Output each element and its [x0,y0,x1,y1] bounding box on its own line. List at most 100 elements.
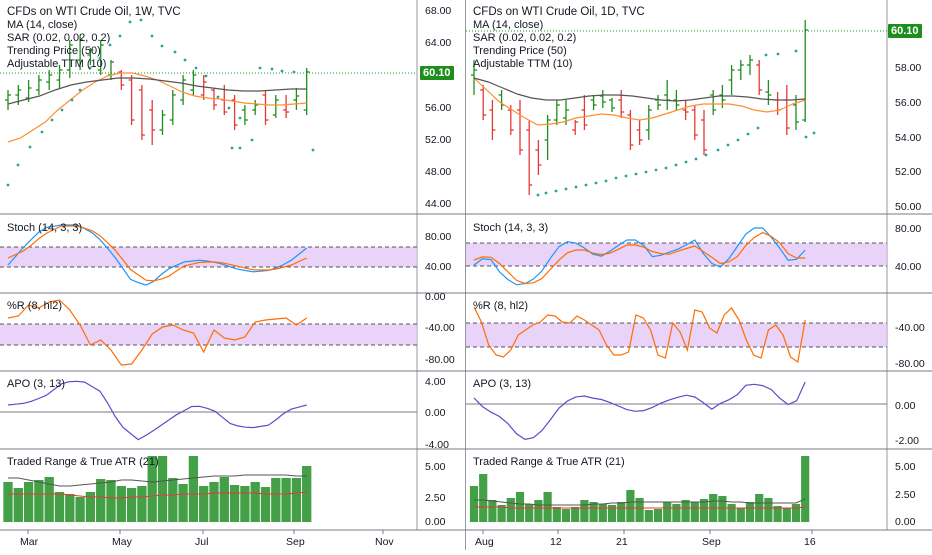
left-time-tick: Jul [195,536,208,548]
left-price-tick: 48.00 [425,166,451,178]
right-range-bar [653,509,663,522]
daily-legend-ma[interactable]: MA (14, close) [473,19,544,31]
weekly-atr-label[interactable]: Traded Range & True ATR (21) [7,456,159,468]
right-sar-dot [624,174,628,178]
right-range-bar [534,500,543,522]
daily-chart-canvas[interactable]: 58.00 56.00 54.00 52.00 50.00 80.00 40.00 -40.0… [466,0,932,550]
left-sar-dot [204,74,208,78]
right-sar-dot [736,138,740,142]
weekly-apo-label[interactable]: APO (3, 13) [7,378,66,390]
right-range-bar [745,502,755,522]
daily-legend-ttm[interactable]: Adjustable TTM (10) [473,58,573,70]
left-range-bar [13,488,23,522]
right-atr-avg-line [474,506,806,509]
left-sar-dot [183,58,187,62]
left-sar-dot [28,145,32,149]
left-sar-dot [258,66,262,70]
right-stoch-k-line [473,227,806,286]
right-range-bar [782,508,791,522]
left-time-tick: Nov [375,536,394,548]
weekly-stoch-label[interactable]: Stoch (14, 3, 3) [7,222,83,234]
left-range-bar [271,478,281,522]
right-range-bar [681,500,690,522]
right-willr-line [473,306,806,364]
left-apo-tick: 0.00 [425,407,446,419]
left-sar-dot [238,146,242,150]
left-range-bar [147,456,157,522]
left-range-bar [199,486,209,522]
right-price-tick: 58.00 [895,62,921,74]
left-range-bar [188,456,199,522]
right-sar-dot [716,148,720,152]
right-sar-dot [726,143,730,147]
weekly-legend-sar[interactable]: SAR (0.02, 0.02, 0.2) [7,32,111,44]
weekly-chart-panel[interactable]: 68.0064.0060.0056.0052.0048.0044.0080.00… [0,0,466,550]
daily-apo-label[interactable]: APO (3, 13) [473,378,532,390]
right-stoch-band [466,243,887,266]
right-price-tick: 56.00 [895,97,921,109]
left-sar-dot [292,70,296,74]
weekly-chart-title[interactable]: CFDs on WTI Crude Oil, 1W, TVC [7,6,181,18]
left-sar-dot [128,20,132,24]
left-range-bar [44,477,54,522]
right-range-bar [571,507,580,522]
right-apo-tick: -2.00 [895,435,919,447]
daily-chart-panel[interactable]: 58.00 56.00 54.00 52.00 50.00 80.00 40.00 -40.0… [466,0,932,550]
right-sar-dot [604,179,608,183]
left-range-bar [219,477,229,522]
left-range-bar [302,466,312,522]
left-range-bar [250,482,260,522]
weekly-chart-canvas[interactable]: 68.0064.0060.0056.0052.0048.0044.0080.00… [0,0,466,550]
left-sar-dot [16,163,20,167]
daily-legend-trend[interactable]: Trending Price (50) [473,45,567,57]
left-price-tick: 44.00 [425,198,451,210]
left-sar-dot [311,148,315,152]
right-range-bar [690,502,699,522]
right-sar-dot [564,187,568,191]
left-true-atr-line [8,474,307,487]
right-range-bar [699,499,709,522]
weekly-legend-trend[interactable]: Trending Price (50) [7,45,101,57]
left-range-bar [126,488,137,522]
left-range-bar [291,478,302,522]
left-trend-line [7,77,307,105]
daily-chart-title[interactable]: CFDs on WTI Crude Oil, 1D, TVC [473,6,645,18]
weekly-legend-ttm[interactable]: Adjustable TTM (10) [7,58,107,70]
right-range-bar [552,507,561,522]
left-sar-dot [227,106,231,110]
left-stoch-d-line [7,225,307,282]
left-price-tick: 68.00 [425,5,451,17]
right-willr-band [466,323,887,347]
right-range-bar [773,506,782,522]
left-sar-dot [270,67,274,71]
right-sar-dot [812,131,816,135]
left-sar-dot [216,95,220,99]
left-range-bar [209,482,219,522]
daily-stoch-label[interactable]: Stoch (14, 3, 3) [473,222,549,234]
daily-last-price-badge: 60.10 [888,24,922,38]
left-sar-dot [238,116,242,120]
left-range-bar [96,479,106,522]
right-range-bar [791,504,801,522]
right-stoch-d-line [473,231,806,285]
right-range-bar [515,492,525,522]
left-stoch-band [0,247,417,267]
right-sar-dot [544,191,548,195]
daily-atr-label[interactable]: Traded Range & True ATR (21) [473,456,625,468]
right-willr-tick: -40.00 [895,322,925,334]
weekly-legend-ma[interactable]: MA (14, close) [7,19,78,31]
right-sar-dot [574,185,578,189]
right-stoch-tick: 80.00 [895,223,921,235]
left-atr-tick: 2.50 [425,492,446,504]
daily-willr-label[interactable]: %R (8, hl2) [473,300,529,312]
left-sar-dot [108,43,112,47]
left-willr-tick: 0.00 [425,291,446,303]
left-range-bar [75,497,85,522]
left-willr-tick: -80.00 [425,354,455,366]
left-sar-dot [88,66,92,70]
right-price-tick: 50.00 [895,201,921,213]
right-range-bar [598,504,607,522]
weekly-willr-label[interactable]: %R (8, hl2) [7,300,63,312]
right-range-bar [626,490,635,522]
daily-legend-sar[interactable]: SAR (0.02, 0.02, 0.2) [473,32,577,44]
